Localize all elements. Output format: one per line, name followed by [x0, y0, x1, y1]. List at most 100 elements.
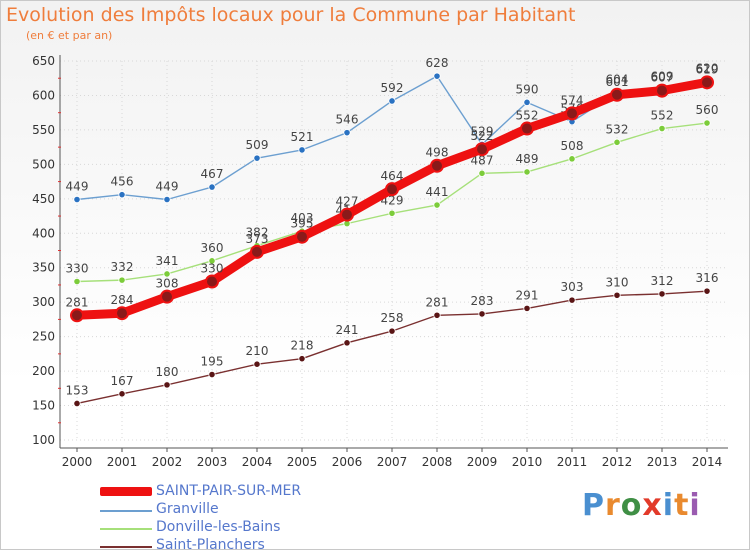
data-point [250, 244, 264, 259]
chart-subtitle: (en € et par an) [26, 29, 113, 42]
data-point [568, 155, 576, 163]
data-label: 521 [291, 130, 314, 144]
data-label: 449 [156, 180, 179, 194]
data-label: 467 [201, 167, 224, 181]
data-label: 210 [246, 344, 269, 358]
data-point [613, 291, 621, 299]
x-tick-label: 2012 [602, 455, 633, 469]
x-tick-label: 2011 [557, 455, 588, 469]
data-label: 195 [201, 355, 224, 369]
data-label: 522 [471, 129, 494, 143]
logo-letter: i [689, 488, 701, 523]
data-point [610, 87, 624, 102]
data-label: 508 [561, 139, 584, 153]
legend-swatch [100, 510, 152, 512]
data-label: 552 [516, 109, 539, 123]
data-point [565, 106, 579, 121]
data-label: 241 [336, 323, 359, 337]
data-label: 330 [201, 262, 224, 276]
data-point [163, 195, 171, 204]
y-tick-label: 250 [32, 330, 55, 344]
data-label: 601 [606, 75, 629, 89]
logo-letter: r [605, 488, 621, 523]
data-point [343, 129, 351, 137]
x-tick-label: 2013 [647, 455, 678, 469]
data-point [253, 360, 261, 368]
data-label: 180 [156, 365, 179, 379]
data-label: 284 [111, 293, 134, 307]
data-label: 590 [516, 82, 539, 96]
x-tick-label: 2005 [287, 455, 318, 469]
x-tick-label: 2007 [377, 455, 408, 469]
data-point [208, 183, 216, 191]
data-point [340, 207, 354, 222]
data-point [703, 287, 711, 295]
data-label: 310 [606, 275, 629, 289]
data-label: 464 [381, 169, 404, 183]
data-label: 449 [66, 180, 89, 194]
logo-letter: o [620, 488, 643, 523]
data-point [115, 306, 129, 321]
x-tick-label: 2003 [197, 455, 228, 469]
data-label: 330 [66, 262, 89, 276]
y-tick-label: 650 [32, 54, 55, 68]
data-point [388, 97, 396, 105]
y-tick-label: 600 [32, 88, 55, 102]
data-label: 341 [156, 254, 179, 268]
data-label: 258 [381, 311, 404, 325]
data-point [568, 296, 576, 304]
legend-label: Saint-Planchers [156, 537, 265, 553]
data-label: 552 [651, 109, 674, 123]
data-point [118, 191, 126, 199]
data-point [478, 169, 486, 177]
data-label: 489 [516, 152, 539, 166]
x-tick-label: 2004 [242, 455, 273, 469]
y-tick-label: 550 [32, 123, 55, 137]
data-point [658, 290, 666, 298]
data-label: 604 [606, 73, 629, 87]
logo-letter: i [662, 488, 675, 523]
y-tick-label: 150 [32, 399, 55, 413]
data-label: 427 [336, 195, 359, 209]
data-point [703, 119, 711, 127]
data-point [208, 257, 216, 265]
y-tick-label: 450 [32, 192, 55, 206]
data-point [205, 274, 219, 289]
data-label: 308 [156, 277, 179, 291]
data-point [298, 146, 306, 154]
data-label: 441 [426, 185, 449, 199]
data-label: 291 [516, 288, 539, 302]
data-point [163, 270, 171, 278]
data-label: 332 [111, 260, 134, 274]
data-point [118, 276, 126, 284]
data-label: 281 [426, 295, 449, 309]
logo-letter: x [642, 488, 663, 523]
legend-label: Granville [156, 501, 219, 517]
data-point [388, 209, 396, 217]
data-label: 316 [696, 271, 719, 285]
data-label: 382 [246, 226, 269, 240]
x-tick-label: 2014 [692, 455, 723, 469]
data-label: 619 [696, 62, 719, 76]
data-label: 532 [606, 122, 629, 136]
data-label: 529 [471, 124, 494, 138]
data-label: 395 [291, 217, 314, 231]
data-label: 456 [111, 175, 134, 189]
data-point [658, 124, 666, 133]
data-point [298, 355, 306, 363]
data-point [523, 304, 531, 312]
legend-label: Donville-les-Bains [156, 519, 281, 535]
data-point [73, 195, 81, 204]
logo-letter: t [674, 488, 690, 523]
data-point [478, 310, 486, 318]
data-point [70, 308, 84, 323]
y-tick-label: 350 [32, 261, 55, 275]
data-label: 487 [471, 153, 494, 167]
data-point [523, 98, 531, 106]
legend-swatch [100, 487, 152, 496]
y-tick-label: 200 [32, 364, 55, 378]
data-point [430, 158, 444, 173]
x-tick-label: 2001 [107, 455, 138, 469]
data-label: 592 [381, 81, 404, 95]
